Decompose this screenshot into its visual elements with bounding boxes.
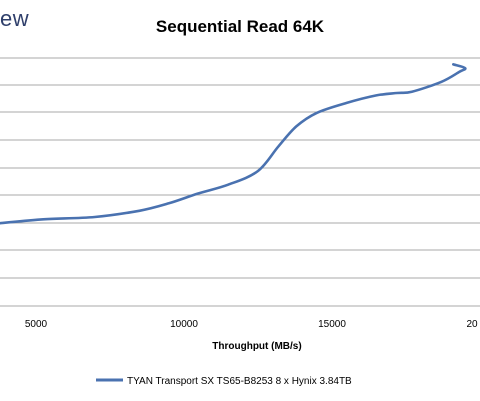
legend: TYAN Transport SX TS65-B8253 8 x Hynix 3… <box>96 376 352 387</box>
gridlines <box>0 57 480 307</box>
x-tick-label-2: 15000 <box>318 319 346 330</box>
x-tick-label-0: 5000 <box>25 319 48 330</box>
series-layer <box>0 63 467 225</box>
chart-title: Sequential Read 64K <box>156 17 325 36</box>
x-tick-labels: 5000 10000 15000 20 <box>25 319 478 330</box>
x-tick-label-1: 10000 <box>170 319 198 330</box>
x-tick-label-3: 20 <box>466 319 478 330</box>
logo-fragment: ew <box>0 6 30 31</box>
legend-label: TYAN Transport SX TS65-B8253 8 x Hynix 3… <box>127 376 352 387</box>
series-line-0 <box>0 63 467 225</box>
x-axis-label: Throughput (MB/s) <box>212 341 301 352</box>
